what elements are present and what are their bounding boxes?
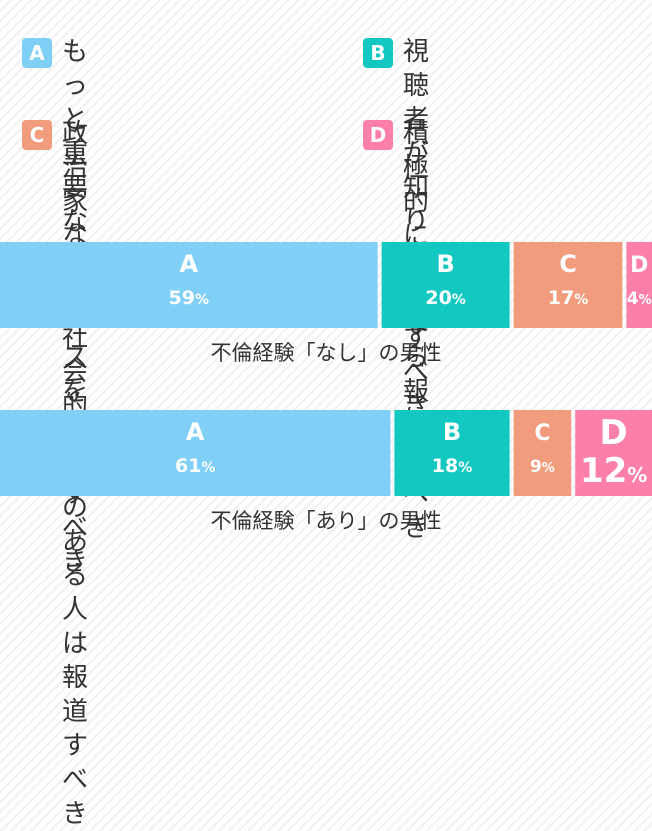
bar-segment-b-row1 (381, 242, 510, 328)
segment-value-a-row1: 59% (169, 287, 209, 309)
bar-segment-c-row2 (513, 410, 572, 496)
row-label-2: 不倫経験「あり」の男性 (211, 509, 442, 533)
segment-letter-a-row2: A (186, 418, 205, 446)
segment-value-c-row2: 9% (530, 457, 555, 477)
segment-value-d-row2: 12% (580, 451, 647, 491)
legend-badge-c: C (22, 120, 52, 150)
row-label-1: 不倫経験「なし」の男性 (211, 341, 442, 365)
segment-value-b-row1: 20% (425, 287, 465, 309)
segment-letter-d-row2: D (599, 413, 627, 453)
legend-badge-d: D (363, 120, 393, 150)
bar-segment-a-row1 (0, 242, 378, 328)
segment-letter-d-row1: D (630, 253, 648, 278)
segment-letter-c-row2: C (534, 421, 550, 446)
legend-badge-b: B (363, 38, 393, 68)
bar-segment-a-row2 (0, 410, 391, 496)
segment-value-c-row1: 17% (548, 287, 588, 309)
legend-badge-a: A (22, 38, 52, 68)
bar-segment-d-row1 (626, 242, 652, 328)
segment-letter-b-row2: B (443, 418, 461, 446)
stacked-bar-chart: A59%B20%C17%D4%不倫経験「なし」の男性A61%B18%C9%D12… (0, 242, 652, 533)
segment-value-b-row2: 18% (432, 455, 472, 477)
segment-value-d-row1: 4% (627, 289, 652, 309)
bar-segment-d-row2 (575, 410, 652, 496)
bar-segment-c-row1 (513, 242, 623, 328)
segment-letter-a-row1: A (180, 250, 199, 278)
segment-letter-b-row1: B (436, 250, 454, 278)
bar-segment-b-row2 (394, 410, 510, 496)
segment-value-a-row2: 61% (175, 455, 215, 477)
segment-letter-c-row1: C (559, 250, 577, 278)
